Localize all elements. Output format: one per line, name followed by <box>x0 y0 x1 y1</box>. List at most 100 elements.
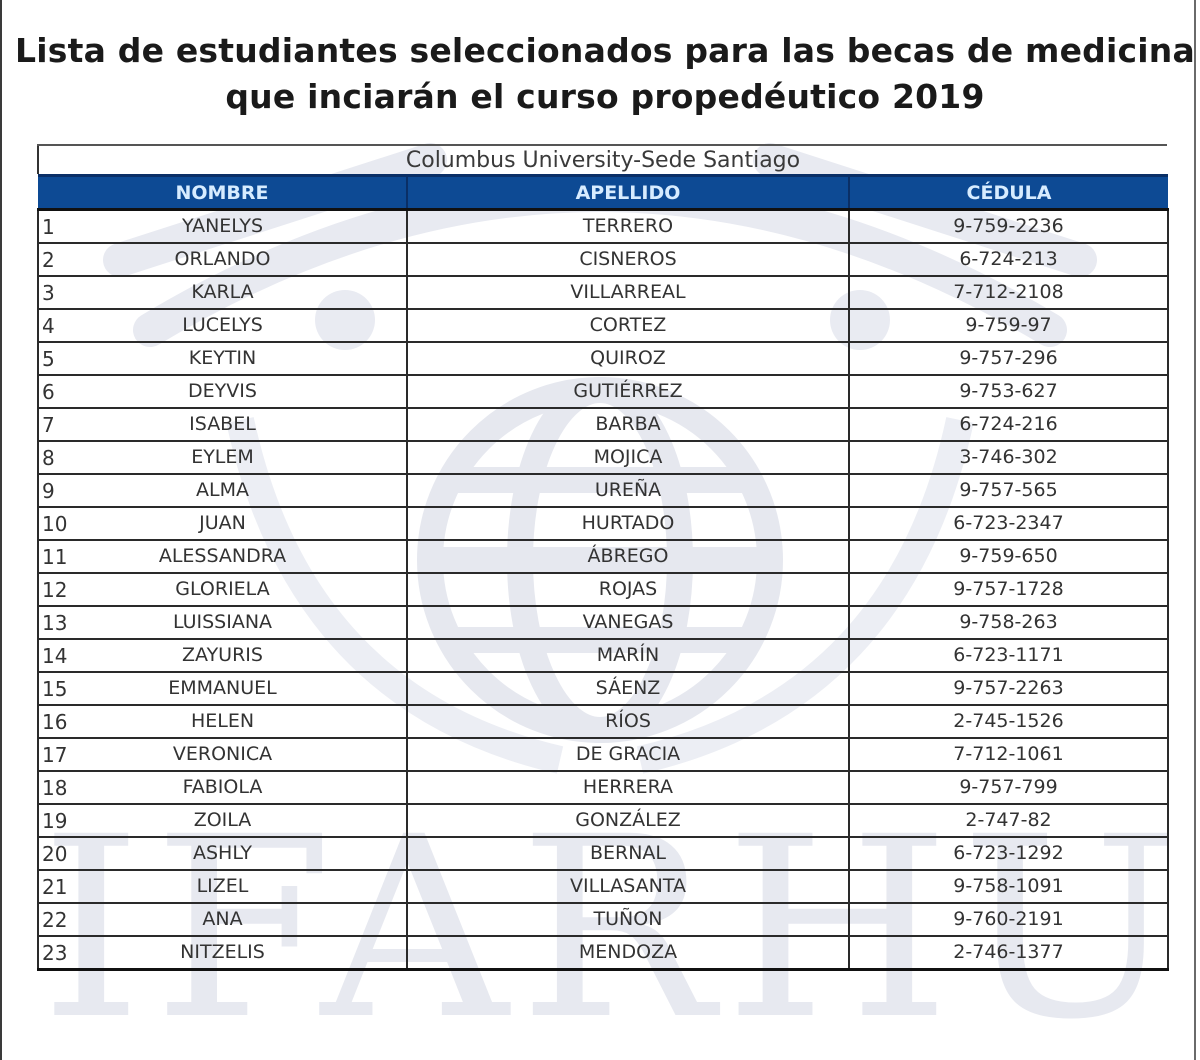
table-row: 2 ORLANDO CISNEROS 6-724-213 <box>37 243 1169 277</box>
cell-cedula: 2-747-82 <box>849 804 1169 838</box>
student-id-number: 2-747-82 <box>965 809 1052 831</box>
cell-apellido: BARBA <box>407 408 850 442</box>
cell-cedula: 2-745-1526 <box>849 705 1169 739</box>
table-row: 4 LUCELYS CORTEZ 9-759-97 <box>37 309 1169 343</box>
table-row: 9 ALMA UREÑA 9-757-565 <box>37 474 1169 508</box>
cell-cedula: 9-757-2263 <box>849 672 1169 706</box>
cell-nombre: 21 LIZEL <box>37 870 408 904</box>
row-number: 2 <box>42 248 55 272</box>
cell-apellido: VANEGAS <box>407 606 850 640</box>
cell-apellido: RÍOS <box>407 705 850 739</box>
cell-apellido: MENDOZA <box>407 936 850 971</box>
table-body: 1 YANELYS TERRERO 9-759-2236 2 ORLANDO CISNERO… <box>37 209 1169 971</box>
table-row: 7 ISABEL BARBA 6-724-216 <box>37 408 1169 442</box>
student-id-number: 9-753-627 <box>959 380 1058 402</box>
student-first-name: LIZEL <box>196 875 249 897</box>
row-number: 9 <box>42 479 55 503</box>
student-last-name: BERNAL <box>589 842 667 864</box>
row-number: 5 <box>42 347 55 371</box>
student-id-number: 2-746-1377 <box>953 941 1064 963</box>
cell-nombre: 12 GLORIELA <box>37 573 408 607</box>
student-id-number: 9-757-799 <box>959 776 1058 798</box>
student-last-name: GONZÁLEZ <box>575 809 681 831</box>
student-last-name: QUIROZ <box>590 347 666 369</box>
cell-cedula: 6-724-213 <box>849 243 1169 277</box>
cell-nombre: 22 ANA <box>37 903 408 937</box>
title-line-1: Lista de estudiantes seleccionados para … <box>15 31 1195 70</box>
cell-nombre: 6 DEYVIS <box>37 375 408 409</box>
table-row: 18 FABIOLA HERRERA 9-757-799 <box>37 771 1169 805</box>
student-first-name: ANA <box>202 908 243 930</box>
cell-cedula: 9-760-2191 <box>849 903 1169 937</box>
table-row: 14 ZAYURIS MARÍN 6-723-1171 <box>37 639 1169 673</box>
row-number: 12 <box>42 578 68 602</box>
row-number: 14 <box>42 644 68 668</box>
table-row: 17 VERONICA DE GRACIA 7-712-1061 <box>37 738 1169 772</box>
table-top-rule <box>37 144 1167 146</box>
student-id-number: 9-758-263 <box>959 611 1058 633</box>
cell-nombre: 1 YANELYS <box>37 209 408 244</box>
cell-nombre: 23 NITZELIS <box>37 936 408 971</box>
cell-cedula: 9-753-627 <box>849 375 1169 409</box>
student-first-name: YANELYS <box>181 215 264 237</box>
cell-apellido: HURTADO <box>407 507 850 541</box>
column-header-apellido: APELLIDO <box>407 174 850 211</box>
student-first-name: ASHLY <box>192 842 252 864</box>
student-first-name: ISABEL <box>189 413 256 435</box>
row-number: 22 <box>42 908 68 932</box>
cell-cedula: 9-757-799 <box>849 771 1169 805</box>
cell-cedula: 6-723-2347 <box>849 507 1169 541</box>
document-title: Lista de estudiantes seleccionados para … <box>0 28 1200 120</box>
cell-cedula: 9-758-263 <box>849 606 1169 640</box>
table-row: 22 ANA TUÑON 9-760-2191 <box>37 903 1169 937</box>
cell-apellido: HERRERA <box>407 771 850 805</box>
cell-nombre: 9 ALMA <box>37 474 408 508</box>
table-subtitle: Columbus University-Sede Santiago <box>37 146 1167 174</box>
title-line-2: que inciarán el curso propedéutico 2019 <box>225 77 985 116</box>
student-first-name: GLORIELA <box>175 578 270 600</box>
row-number: 21 <box>42 875 68 899</box>
student-id-number: 9-760-2191 <box>953 908 1064 930</box>
table-row: 15 EMMANUEL SÁENZ 9-757-2263 <box>37 672 1169 706</box>
cell-cedula: 9-759-650 <box>849 540 1169 574</box>
cell-cedula: 9-757-1728 <box>849 573 1169 607</box>
row-number: 11 <box>42 545 68 569</box>
cell-nombre: 14 ZAYURIS <box>37 639 408 673</box>
row-number: 7 <box>42 413 55 437</box>
student-id-number: 6-723-1292 <box>953 842 1064 864</box>
student-id-number: 9-758-1091 <box>953 875 1064 897</box>
cell-cedula: 6-723-1292 <box>849 837 1169 871</box>
student-id-number: 6-723-2347 <box>953 512 1064 534</box>
cell-nombre: 20 ASHLY <box>37 837 408 871</box>
row-number: 1 <box>42 215 55 239</box>
table-row: 19 ZOILA GONZÁLEZ 2-747-82 <box>37 804 1169 838</box>
cell-nombre: 13 LUISSIANA <box>37 606 408 640</box>
table-row: 23 NITZELIS MENDOZA 2-746-1377 <box>37 936 1169 971</box>
column-header-nombre: NOMBRE <box>38 174 408 211</box>
table-row: 6 DEYVIS GUTIÉRREZ 9-753-627 <box>37 375 1169 409</box>
cell-nombre: 5 KEYTIN <box>37 342 408 376</box>
student-last-name: MARÍN <box>596 644 660 666</box>
cell-apellido: SÁENZ <box>407 672 850 706</box>
student-last-name: MOJICA <box>593 446 663 468</box>
student-id-number: 9-757-2263 <box>953 677 1064 699</box>
row-number: 15 <box>42 677 68 701</box>
row-number: 17 <box>42 743 68 767</box>
student-id-number: 7-712-1061 <box>953 743 1064 765</box>
page-border-left <box>0 0 2 1060</box>
cell-apellido: MOJICA <box>407 441 850 475</box>
student-id-number: 9-759-97 <box>965 314 1052 336</box>
student-first-name: ORLANDO <box>174 248 271 270</box>
row-number: 3 <box>42 281 55 305</box>
cell-nombre: 4 LUCELYS <box>37 309 408 343</box>
cell-cedula: 9-758-1091 <box>849 870 1169 904</box>
cell-apellido: GONZÁLEZ <box>407 804 850 838</box>
cell-apellido: BERNAL <box>407 837 850 871</box>
student-last-name: ÁBREGO <box>587 545 669 567</box>
column-header-cedula: CÉDULA <box>849 174 1168 211</box>
table-row: 20 ASHLY BERNAL 6-723-1292 <box>37 837 1169 871</box>
student-first-name: NITZELIS <box>180 941 265 963</box>
cell-apellido: UREÑA <box>407 474 850 508</box>
student-id-number: 9-759-2236 <box>953 215 1064 237</box>
students-table: NOMBRE APELLIDO CÉDULA 1 YANELYS TERRERO 9-… <box>37 174 1169 971</box>
